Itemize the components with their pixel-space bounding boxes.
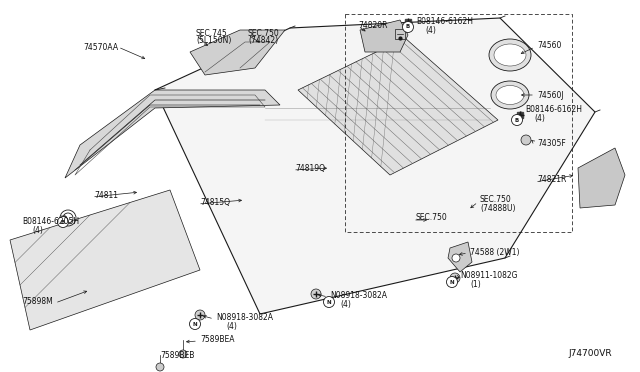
Text: (4): (4) [340,299,351,308]
Text: (4): (4) [226,321,237,330]
Text: N08918-3082A: N08918-3082A [216,314,273,323]
Text: B08146-6162H: B08146-6162H [416,17,473,26]
Text: 74811: 74811 [94,192,118,201]
Text: (4): (4) [32,225,43,234]
Polygon shape [10,190,200,330]
Text: B08146-6205H: B08146-6205H [22,218,79,227]
Bar [395,29,405,39]
Circle shape [63,213,73,223]
Circle shape [521,135,531,145]
Polygon shape [190,30,285,75]
Text: N08918-3082A: N08918-3082A [330,292,387,301]
Text: J74700VR: J74700VR [568,350,612,359]
Text: SEC.750: SEC.750 [480,196,512,205]
Text: 7589BEA: 7589BEA [200,336,234,344]
Text: B08146-6162H: B08146-6162H [525,106,582,115]
Polygon shape [298,38,498,175]
Text: 74588 (2W1): 74588 (2W1) [470,247,520,257]
Ellipse shape [491,81,529,109]
Circle shape [323,296,335,308]
Text: 74560J: 74560J [537,90,564,99]
Text: N: N [450,279,454,285]
Text: 74820R: 74820R [358,22,387,31]
Circle shape [156,363,164,371]
Text: 74819Q: 74819Q [295,164,325,173]
Circle shape [447,276,458,288]
Circle shape [450,273,460,283]
Circle shape [452,254,460,262]
Circle shape [189,318,200,330]
Circle shape [511,115,522,125]
Text: (74842): (74842) [248,36,278,45]
Text: N08911-1082G: N08911-1082G [460,272,518,280]
Text: SEC.745: SEC.745 [196,29,228,38]
Circle shape [403,22,413,32]
Text: 7589BEB: 7589BEB [160,352,195,360]
Text: (5L150N): (5L150N) [196,36,232,45]
Ellipse shape [489,39,531,71]
Circle shape [179,350,187,358]
Text: SEC.750: SEC.750 [415,214,447,222]
Polygon shape [165,20,588,312]
Text: (4): (4) [534,113,545,122]
Text: (1): (1) [470,279,481,289]
Ellipse shape [496,86,524,105]
Polygon shape [448,242,472,272]
Polygon shape [360,20,408,52]
Text: 74815Q: 74815Q [200,198,230,206]
Text: B: B [406,25,410,29]
Text: N: N [193,321,197,327]
Polygon shape [155,18,595,314]
Text: (4): (4) [425,26,436,35]
Text: N: N [326,299,332,305]
Circle shape [58,217,68,228]
Polygon shape [578,148,625,208]
Text: B: B [515,118,519,122]
Text: 74570AA: 74570AA [83,42,118,51]
Circle shape [195,310,205,320]
Ellipse shape [494,44,526,66]
Text: B: B [61,219,65,224]
Text: (74888U): (74888U) [480,203,515,212]
Text: 74821R: 74821R [537,176,566,185]
Text: 75898M: 75898M [22,298,52,307]
Text: 74305F: 74305F [537,138,566,148]
Text: 74560: 74560 [537,41,561,49]
Circle shape [311,289,321,299]
Polygon shape [65,90,280,178]
Text: SEC.750: SEC.750 [248,29,280,38]
